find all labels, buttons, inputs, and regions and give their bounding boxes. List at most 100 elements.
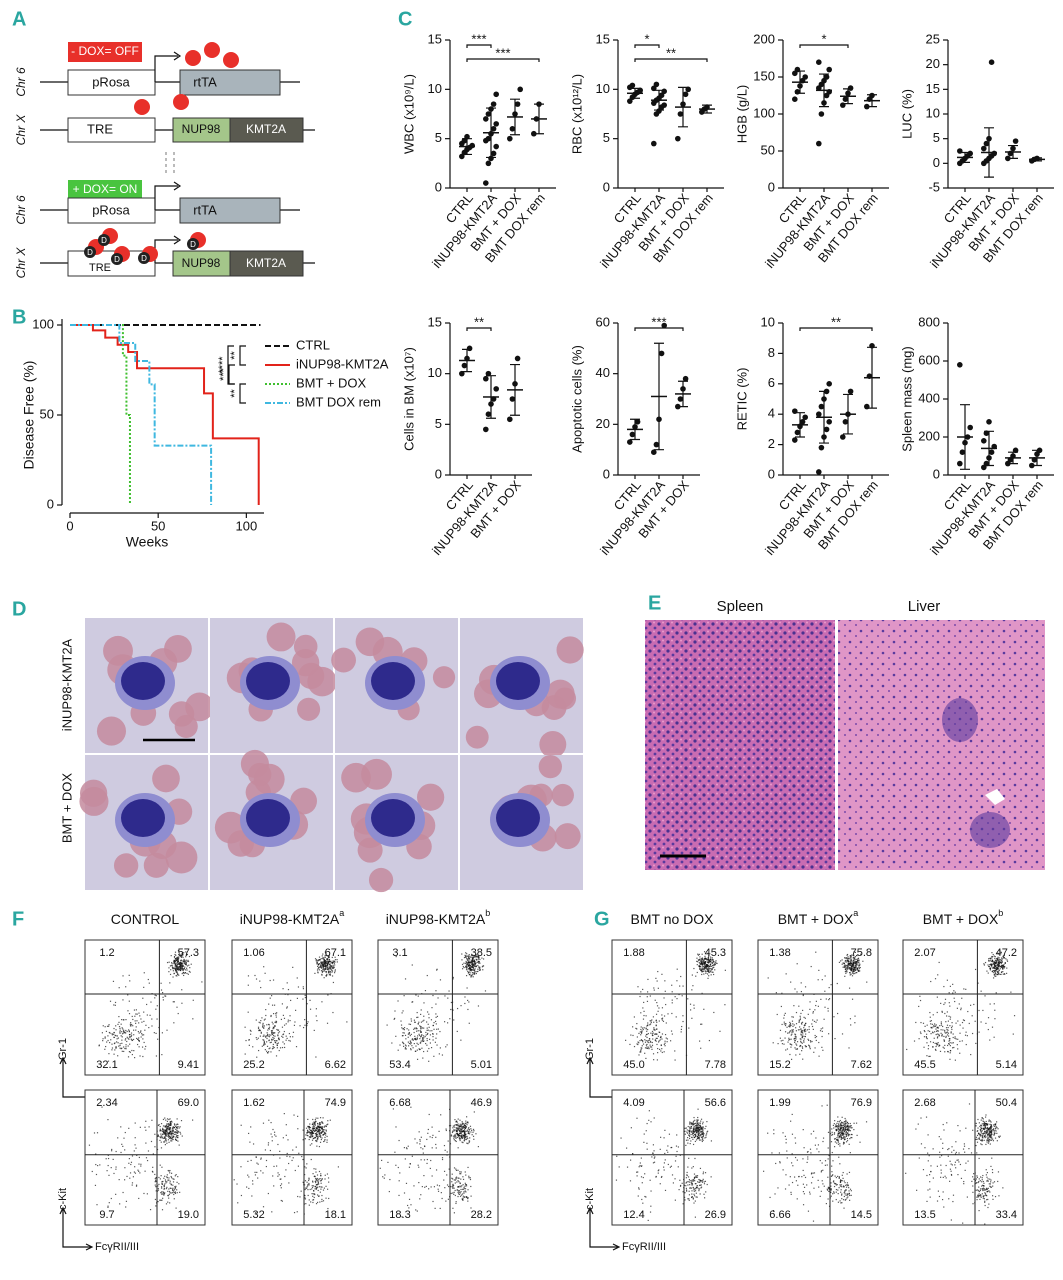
significance-bracket [466, 327, 492, 331]
event-dot [808, 1028, 810, 1031]
event-dot [136, 1013, 138, 1015]
event-dot [461, 968, 464, 970]
event-dot [101, 1032, 103, 1034]
event-dot [407, 1145, 409, 1147]
event-dot [856, 971, 858, 974]
event-dot [464, 962, 467, 964]
red-cell [96, 716, 127, 746]
event-dot [804, 1045, 806, 1047]
event-dot [185, 951, 187, 953]
event-dot [680, 1028, 683, 1031]
event-dot [312, 1118, 314, 1121]
event-dot [173, 955, 176, 958]
error-bar [630, 87, 640, 99]
event-dot [333, 967, 335, 969]
event-dot [118, 1015, 120, 1018]
data-point [509, 126, 516, 132]
event-dot [995, 992, 997, 994]
event-dot [701, 966, 703, 968]
event-dot [443, 1144, 446, 1147]
event-dot [1002, 955, 1004, 957]
data-point [826, 419, 832, 425]
event-dot [184, 972, 187, 974]
data-point [490, 150, 497, 157]
event-dot [456, 1129, 458, 1131]
nucleus [246, 662, 290, 700]
event-dot [306, 1003, 308, 1005]
event-dot [484, 990, 487, 992]
event-dot [710, 961, 712, 963]
event-dot [688, 1129, 690, 1132]
event-dot [138, 1040, 140, 1042]
y-tick-label: 800 [918, 314, 940, 329]
event-dot [933, 1037, 935, 1039]
event-dot [936, 1030, 938, 1032]
event-dot [989, 964, 992, 966]
event-dot [660, 1044, 662, 1046]
event-dot [145, 1129, 147, 1131]
event-dot [410, 1018, 412, 1020]
event-dot [852, 962, 854, 964]
event-dot [240, 1194, 243, 1197]
event-dot [850, 968, 852, 970]
event-dot [636, 1022, 638, 1025]
event-dot [456, 1124, 458, 1126]
event-dot [817, 1005, 819, 1007]
event-dot [467, 1137, 469, 1140]
event-dot [297, 1115, 299, 1117]
event-dot [273, 1037, 275, 1039]
event-dot [285, 1124, 287, 1126]
event-dot [794, 1040, 796, 1042]
event-dot [267, 1033, 269, 1036]
event-dot [148, 1026, 150, 1029]
event-dot [460, 1125, 462, 1127]
event-dot [405, 1038, 407, 1040]
y-tick-label: 10 [926, 105, 940, 120]
event-dot [468, 958, 471, 960]
plot-frame [84, 1089, 206, 1226]
event-dot [704, 966, 706, 968]
event-dot [445, 1129, 447, 1132]
event-dot [178, 1131, 180, 1133]
event-dot [643, 1001, 645, 1004]
event-dot [334, 970, 336, 972]
event-dot [854, 957, 856, 959]
event-dot [334, 959, 337, 961]
event-dot [420, 1136, 422, 1138]
event-dot [313, 1190, 315, 1192]
event-dot [992, 953, 994, 956]
y-tick-label: 15 [428, 31, 442, 46]
event-dot [327, 994, 329, 996]
event-dot [701, 953, 703, 955]
event-dot [397, 1166, 399, 1169]
quadrant-value: 19.0 [178, 1209, 199, 1221]
event-dot [326, 967, 329, 969]
red-cell [164, 634, 192, 663]
event-dot [695, 1129, 698, 1131]
event-dot [287, 1019, 289, 1021]
event-dot [404, 1034, 407, 1037]
event-dot [325, 971, 327, 973]
event-dot [702, 1134, 705, 1136]
event-dot [853, 966, 855, 969]
event-dot [184, 960, 186, 962]
event-dot [156, 1018, 158, 1020]
event-dot [147, 978, 149, 981]
event-dot [698, 1128, 700, 1130]
event-dot [329, 968, 331, 970]
event-dot [965, 1043, 967, 1046]
event-dot [857, 961, 859, 963]
event-dot [266, 1024, 268, 1026]
event-dot [461, 1131, 464, 1133]
event-dot [930, 1020, 932, 1022]
quadrant-value: 1.88 [623, 947, 644, 959]
event-dot [460, 1178, 462, 1180]
event-dot [465, 1120, 467, 1122]
event-dot [275, 1042, 277, 1044]
event-dot [652, 1038, 654, 1040]
event-dot [169, 1187, 171, 1189]
event-dot [414, 1021, 416, 1023]
event-dot [851, 998, 854, 1000]
event-dot [449, 1018, 451, 1020]
event-dot [646, 1030, 648, 1032]
